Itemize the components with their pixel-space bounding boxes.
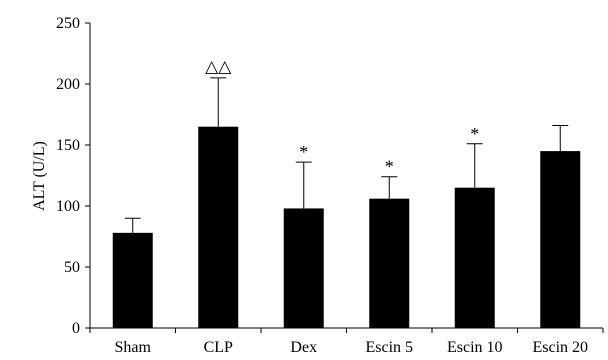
x-tick-label: Escin 20	[532, 339, 588, 356]
bar	[454, 187, 495, 328]
bar	[112, 232, 153, 328]
error-bars	[124, 77, 569, 233]
y-tick-label: 250	[56, 15, 80, 32]
x-tick-label: Escin 5	[365, 339, 413, 356]
significance-marker: △△	[205, 57, 232, 76]
y-tick-label: 50	[64, 259, 80, 276]
significance-marker: *	[470, 124, 479, 144]
y-tick-label: 150	[56, 137, 80, 154]
significance-marker: *	[299, 142, 308, 162]
bars	[112, 126, 581, 328]
y-ticks: 0 50 100 150 200 250	[56, 15, 90, 337]
y-axis-title: ALT (U/L)	[31, 141, 48, 211]
bar	[198, 126, 239, 328]
significance-marker: *	[385, 157, 394, 177]
x-tick-label: Escin 10	[447, 339, 503, 356]
x-tick-label: Dex	[290, 339, 317, 356]
bar	[540, 151, 581, 328]
y-tick-label: 0	[72, 320, 80, 337]
y-tick-label: 100	[56, 198, 80, 215]
x-tick-label: Sham	[115, 339, 152, 356]
x-ticks: Sham CLP Dex Escin 5 Escin 10 Escin 20	[89, 328, 604, 356]
bar	[369, 198, 410, 328]
significance-markers: △△ * * *	[205, 57, 479, 177]
x-tick-label: CLP	[204, 339, 233, 356]
y-tick-label: 200	[56, 76, 80, 93]
axes	[89, 23, 603, 329]
bar	[283, 208, 324, 328]
